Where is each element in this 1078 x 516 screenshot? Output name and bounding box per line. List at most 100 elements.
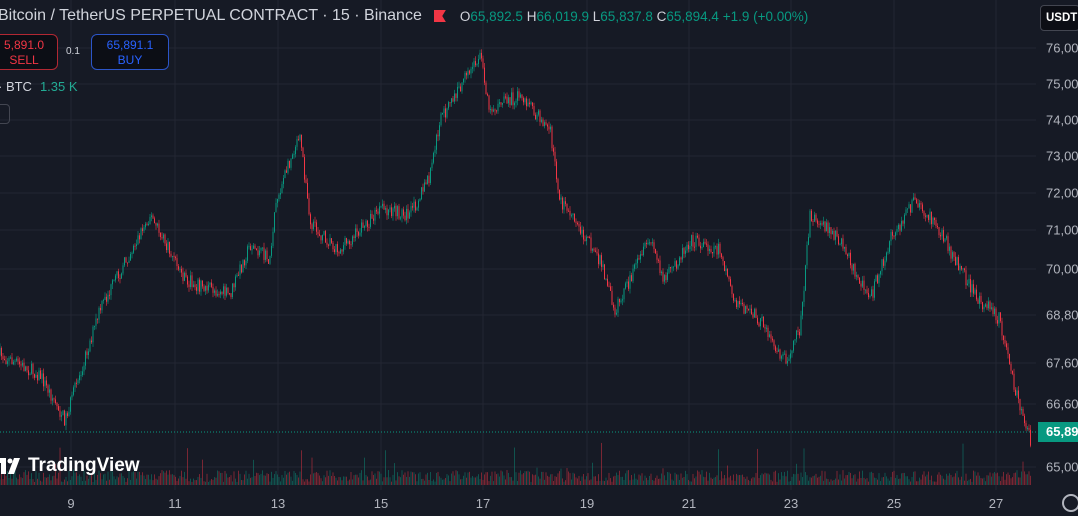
volume-bar (418, 473, 419, 485)
candle-body (502, 103, 503, 105)
volume-bar (250, 477, 251, 485)
candle-body (17, 358, 19, 362)
candle-body (20, 364, 22, 366)
candle-body (631, 275, 632, 282)
volume-bar (331, 475, 332, 485)
candle-body (191, 275, 193, 288)
volume-bar (677, 474, 679, 485)
volume-bar (367, 476, 368, 485)
candle-body (833, 231, 835, 240)
volume-bar (31, 473, 32, 485)
candle-body (395, 205, 397, 217)
settings-icon[interactable] (1062, 494, 1078, 512)
candle-body (754, 309, 755, 318)
volume-bar (56, 478, 58, 485)
candle-body (436, 134, 437, 150)
candle-body (133, 245, 134, 253)
volume-bar (904, 472, 905, 485)
price-chart[interactable] (0, 0, 1036, 516)
candle-body (458, 86, 460, 88)
volume-bar (332, 472, 334, 485)
volume-bar (581, 476, 583, 485)
candle-body (79, 375, 80, 381)
volume-bar (886, 476, 887, 485)
candle-body (580, 226, 581, 234)
candle-body (473, 61, 475, 68)
candle-body (329, 238, 331, 246)
flag-icon[interactable] (433, 10, 446, 22)
candle-body (82, 371, 83, 376)
volume-bar (397, 472, 398, 485)
volume-bar (530, 481, 532, 485)
volume-bar (778, 473, 779, 485)
sell-button[interactable]: 5,891.0 SELL (0, 34, 58, 70)
volume-bar (100, 473, 101, 485)
candle-body (404, 215, 406, 221)
volume-bar (136, 478, 137, 485)
volume-bar (977, 472, 979, 485)
candle-body (607, 278, 608, 286)
volume-bar (322, 481, 323, 485)
volume-bar (245, 470, 247, 485)
volume-bar (755, 472, 757, 485)
volume-bar (731, 480, 733, 485)
volume-bar (94, 471, 95, 485)
order-quantity[interactable]: 0.1 (66, 46, 80, 57)
volume-bar (262, 470, 263, 485)
candle-body (979, 295, 980, 304)
collapse-legend-button[interactable] (0, 104, 10, 124)
candle-body (149, 216, 151, 224)
volume-bar (830, 479, 832, 485)
volume-bar (662, 468, 664, 485)
candle-body (647, 242, 649, 245)
volume-bar (1013, 473, 1015, 485)
candle-body (317, 231, 319, 235)
candle-body (547, 124, 548, 127)
volume-bar (314, 472, 316, 485)
volume-bar (1022, 461, 1024, 485)
volume-bar (1009, 474, 1010, 485)
candle-body (1, 348, 2, 357)
candle-body (898, 224, 899, 230)
volume-bar (796, 463, 797, 485)
candle-body (526, 98, 527, 107)
volume-bar (671, 479, 673, 485)
candle-body (682, 248, 683, 260)
candle-body (440, 113, 442, 126)
candle-body (245, 260, 247, 266)
volume-bar (29, 479, 31, 485)
tradingview-logo[interactable]: TradingView (0, 455, 140, 477)
volume-bar (473, 477, 475, 485)
volume-bar (362, 480, 364, 485)
volume-bar (670, 473, 671, 485)
candle-body (998, 312, 1000, 324)
buy-button[interactable]: 65,891.1 BUY (91, 34, 169, 70)
volume-bar (127, 478, 128, 485)
volume-bar (764, 472, 766, 485)
candle-body (563, 201, 565, 210)
candle-body (646, 243, 647, 245)
candle-body (712, 252, 713, 254)
candle-body (373, 218, 374, 221)
candle-body (1003, 335, 1004, 340)
volume-bar (19, 474, 20, 485)
volume-bar (953, 476, 955, 485)
candle-body (281, 184, 283, 193)
volume-bar (17, 479, 19, 485)
volume-bar (596, 481, 598, 485)
currency-button[interactable]: USDT (1040, 5, 1078, 31)
candle-body (821, 223, 823, 225)
volume-bar (757, 448, 758, 485)
volume-bar (26, 474, 28, 485)
volume-bar (575, 477, 577, 485)
volume-bar (875, 478, 877, 485)
volume-bar (364, 457, 365, 485)
candle-body (610, 286, 611, 291)
volume-bar (256, 472, 257, 485)
symbol-title[interactable]: Bitcoin / TetherUS PERPETUAL CONTRACT · … (0, 7, 422, 24)
volume-bar (445, 477, 446, 485)
volume-bar (406, 476, 407, 485)
volume-bar (793, 473, 794, 485)
volume-bar (896, 475, 898, 485)
volume-bar (46, 477, 47, 485)
